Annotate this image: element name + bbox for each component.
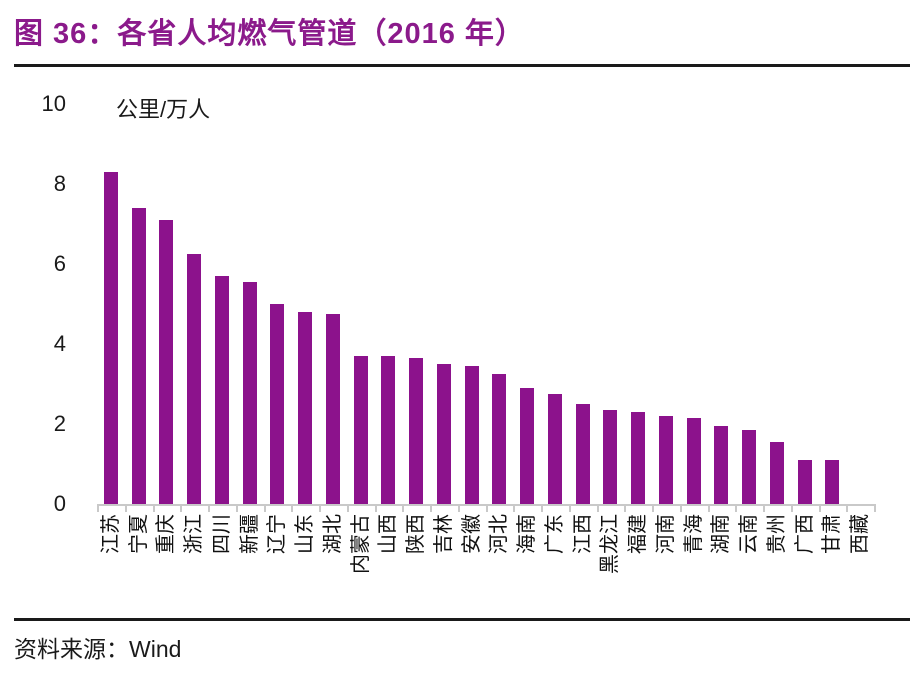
x-axis-tick: [874, 504, 876, 512]
bar-海南: [520, 388, 535, 504]
y-tick-label: 2: [53, 411, 66, 436]
bar-重庆: [159, 220, 174, 504]
x-label-山东: 山东: [294, 514, 317, 554]
x-axis-tick: [180, 504, 183, 512]
bar-青海: [686, 418, 701, 504]
x-label-湖南: 湖南: [710, 514, 733, 554]
source-text: 资料来源：Wind: [14, 636, 182, 662]
x-label-河南: 河南: [654, 514, 677, 554]
x-axis-tick: [457, 504, 460, 512]
x-label-重庆: 重庆: [155, 514, 178, 554]
x-axis-tick: [846, 504, 849, 512]
bar-吉林: [436, 364, 451, 504]
bar-黑龙江: [603, 410, 618, 504]
x-label-青海: 青海: [682, 514, 705, 554]
x-label-四川: 四川: [210, 514, 233, 554]
x-axis-tick: [513, 504, 516, 512]
x-axis-tick: [624, 504, 627, 512]
x-axis-tick: [374, 504, 377, 512]
x-label-广东: 广东: [543, 514, 566, 554]
x-axis-tick: [679, 504, 682, 512]
bar-山东: [298, 312, 313, 504]
x-axis-tick: [430, 504, 432, 512]
source-divider-line: [14, 618, 910, 621]
x-label-江苏: 江苏: [99, 514, 122, 554]
y-tick-label: 4: [53, 331, 66, 356]
x-label-海南: 海南: [516, 514, 539, 554]
bar-山西: [381, 356, 396, 504]
x-label-云南: 云南: [738, 514, 761, 554]
figure-title: 图 36：各省人均燃气管道（2016 年）: [14, 18, 525, 50]
y-axis-unit-label: 公里/万人: [116, 97, 211, 122]
bar-江西: [575, 404, 590, 504]
x-axis-tick: [568, 504, 571, 512]
bar-辽宁: [270, 304, 285, 504]
bar-福建: [631, 412, 646, 504]
bar-贵州: [769, 442, 784, 504]
x-axis-tick: [97, 504, 99, 512]
x-axis-tick: [790, 504, 793, 512]
bar-河南: [658, 416, 673, 504]
x-axis-tick: [818, 504, 821, 512]
x-axis-tick: [235, 504, 238, 512]
x-axis-tick: [152, 504, 155, 512]
x-label-安徽: 安徽: [460, 514, 483, 554]
x-axis-tick: [124, 504, 127, 512]
bar-广东: [547, 394, 562, 504]
x-axis-tick: [291, 504, 294, 512]
x-label-浙江: 浙江: [183, 514, 206, 554]
x-axis-tick: [485, 504, 488, 512]
x-label-黑龙江: 黑龙江: [599, 514, 622, 574]
x-label-贵州: 贵州: [765, 514, 788, 554]
bar-甘肃: [825, 460, 840, 504]
plot-area: [97, 104, 874, 504]
title-divider-line: [14, 64, 910, 67]
x-label-陕西: 陕西: [405, 514, 428, 554]
bar-广西: [797, 460, 812, 504]
bar-内蒙古: [353, 356, 368, 504]
bar-浙江: [187, 254, 202, 504]
x-axis-tick: [263, 504, 266, 512]
x-label-广西: 广西: [793, 514, 816, 554]
x-label-河北: 河北: [488, 514, 511, 554]
bar-河北: [492, 374, 507, 504]
x-axis-tick: [763, 504, 765, 512]
y-tick-label: 0: [53, 491, 66, 516]
x-label-湖北: 湖北: [321, 514, 344, 554]
y-tick-label: 10: [41, 91, 66, 116]
bar-湖南: [714, 426, 729, 504]
x-label-吉林: 吉林: [432, 514, 455, 554]
x-axis-tick: [319, 504, 321, 512]
bar-湖北: [325, 314, 340, 504]
x-label-西藏: 西藏: [849, 514, 872, 554]
x-label-福建: 福建: [627, 514, 650, 554]
x-axis-tick: [652, 504, 654, 512]
x-label-辽宁: 辽宁: [266, 514, 289, 554]
bar-宁夏: [131, 208, 146, 504]
x-label-山西: 山西: [377, 514, 400, 554]
x-label-宁夏: 宁夏: [127, 514, 150, 554]
x-label-甘肃: 甘肃: [821, 514, 844, 554]
x-axis-tick: [208, 504, 210, 512]
x-axis-tick: [596, 504, 599, 512]
y-tick-label: 8: [53, 171, 66, 196]
x-axis-tick: [735, 504, 738, 512]
bar-江苏: [103, 172, 118, 504]
x-label-新疆: 新疆: [238, 514, 261, 554]
bar-新疆: [242, 282, 257, 504]
x-label-江西: 江西: [571, 514, 594, 554]
x-label-内蒙古: 内蒙古: [349, 514, 372, 574]
x-axis-tick: [707, 504, 710, 512]
x-axis-tick: [541, 504, 543, 512]
bar-陕西: [409, 358, 424, 504]
bar-云南: [742, 430, 757, 504]
bar-安徽: [464, 366, 479, 504]
y-tick-label: 6: [53, 251, 66, 276]
x-axis-tick: [346, 504, 349, 512]
bar-四川: [214, 276, 229, 504]
x-axis-tick: [402, 504, 405, 512]
